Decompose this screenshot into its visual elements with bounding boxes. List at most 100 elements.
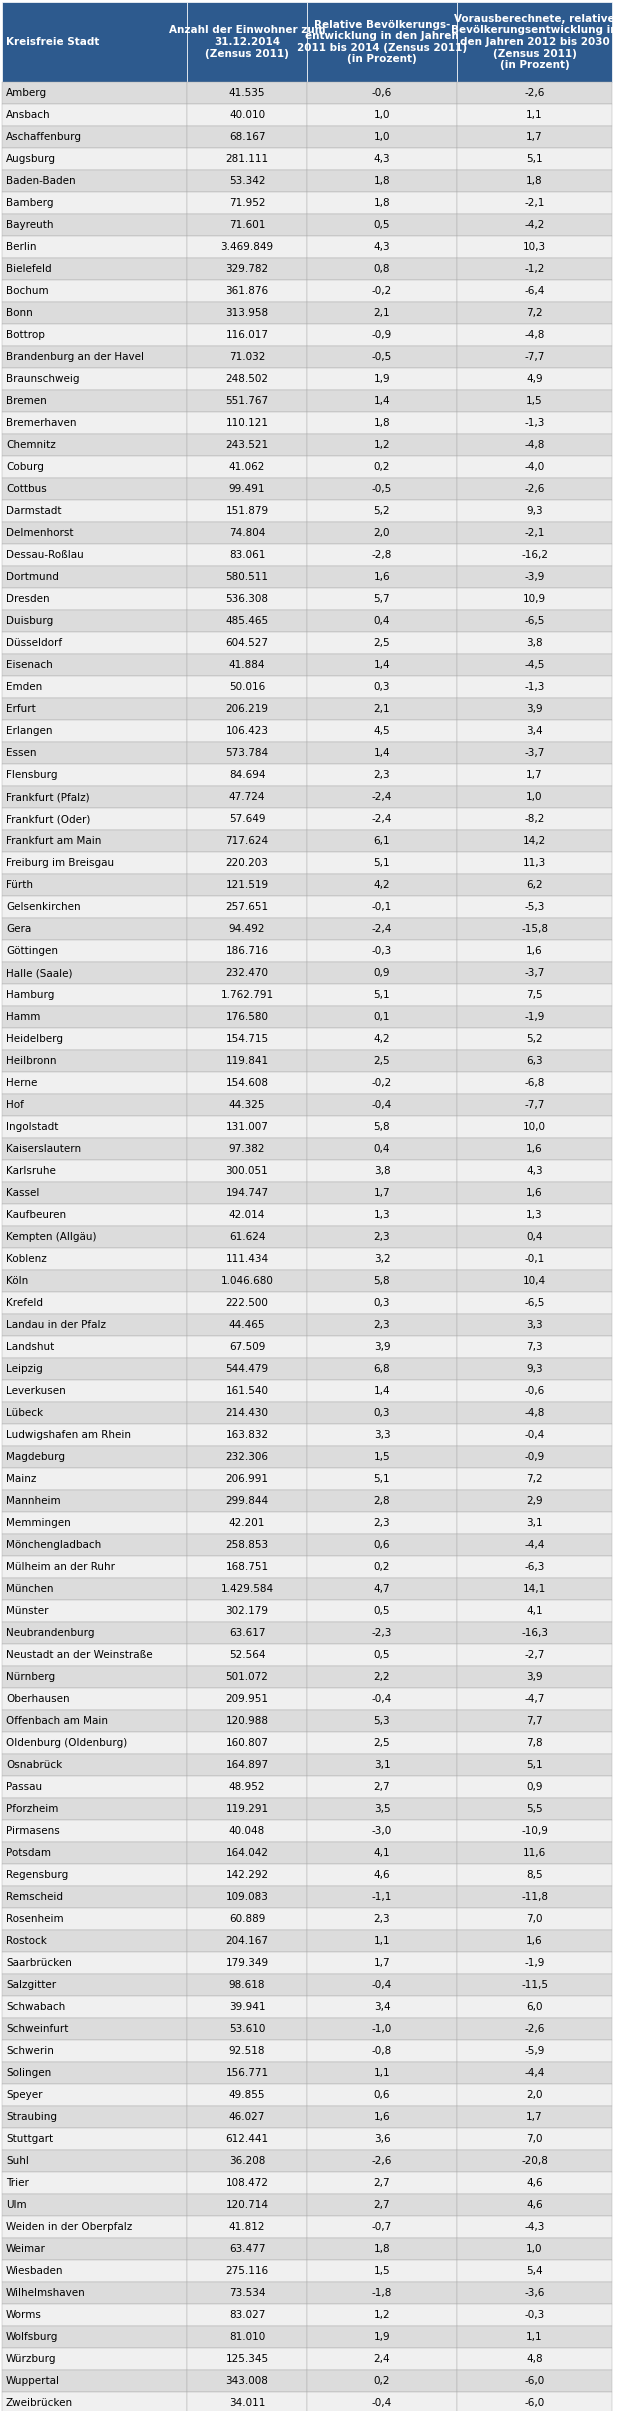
Bar: [307, 764, 457, 786]
Text: -1,8: -1,8: [372, 2288, 392, 2298]
Bar: [457, 456, 612, 477]
Bar: [307, 699, 457, 721]
Text: Krefeld: Krefeld: [6, 1297, 43, 1309]
Text: Vorausberechnete, relative
Bevölkerungsentwicklung in
den Jahren 2012 bis 2030
(: Vorausberechnete, relative Bevölkerungse…: [451, 14, 618, 70]
Bar: [307, 2061, 457, 2083]
Text: 1,2: 1,2: [374, 439, 390, 451]
Text: 99.491: 99.491: [229, 485, 265, 494]
Text: 42.201: 42.201: [229, 1519, 265, 1529]
Text: 14,2: 14,2: [523, 837, 546, 846]
Bar: [187, 1336, 307, 1357]
Bar: [2, 1490, 187, 1512]
Bar: [2, 2348, 187, 2370]
Text: 2,5: 2,5: [374, 639, 390, 649]
Text: -0,7: -0,7: [372, 2223, 392, 2233]
Bar: [2, 2305, 187, 2327]
Bar: [187, 1227, 307, 1249]
Bar: [307, 2392, 457, 2411]
Text: 5,1: 5,1: [374, 858, 390, 868]
Text: Darmstadt: Darmstadt: [6, 506, 61, 516]
Bar: [457, 786, 612, 808]
Text: 44.465: 44.465: [229, 1319, 265, 1331]
Text: 83.061: 83.061: [229, 550, 265, 559]
Text: 1,1: 1,1: [526, 111, 542, 121]
Text: 3,6: 3,6: [374, 2134, 390, 2143]
Bar: [187, 1777, 307, 1799]
Text: Dessau-Roßlau: Dessau-Roßlau: [6, 550, 84, 559]
Bar: [307, 1864, 457, 1885]
Text: 1,4: 1,4: [374, 747, 390, 757]
Text: 7,3: 7,3: [526, 1343, 542, 1353]
Text: 536.308: 536.308: [226, 593, 269, 605]
Text: 612.441: 612.441: [226, 2134, 269, 2143]
Text: -4,2: -4,2: [524, 219, 545, 229]
Bar: [307, 1731, 457, 1753]
Bar: [457, 1885, 612, 1907]
Bar: [187, 1357, 307, 1379]
Text: 74.804: 74.804: [229, 528, 265, 538]
Bar: [187, 1271, 307, 1292]
Bar: [2, 1379, 187, 1403]
Text: Ingolstadt: Ingolstadt: [6, 1121, 58, 1133]
Text: 1,0: 1,0: [374, 111, 390, 121]
Text: -0,9: -0,9: [372, 330, 392, 340]
Bar: [307, 632, 457, 653]
Bar: [2, 653, 187, 675]
Text: Dresden: Dresden: [6, 593, 49, 605]
Text: 7,2: 7,2: [526, 1473, 542, 1485]
Bar: [307, 1885, 457, 1907]
Bar: [2, 1953, 187, 1975]
Bar: [2, 280, 187, 301]
Text: 2,8: 2,8: [374, 1495, 390, 1507]
Bar: [187, 919, 307, 940]
Bar: [457, 1073, 612, 1095]
Text: 3,4: 3,4: [374, 2001, 390, 2013]
Bar: [187, 1842, 307, 1864]
Text: Herne: Herne: [6, 1078, 38, 1087]
Text: 4,6: 4,6: [374, 1871, 390, 1881]
Bar: [307, 2129, 457, 2151]
Bar: [187, 1601, 307, 1623]
Text: 120.988: 120.988: [226, 1717, 269, 1726]
Bar: [187, 1753, 307, 1777]
Bar: [187, 1203, 307, 1227]
Text: Cottbus: Cottbus: [6, 485, 47, 494]
Bar: [307, 1512, 457, 1533]
Bar: [187, 764, 307, 786]
Bar: [307, 2281, 457, 2305]
Bar: [457, 2216, 612, 2237]
Text: 5,3: 5,3: [374, 1717, 390, 1726]
Text: 61.624: 61.624: [229, 1232, 265, 1242]
Text: 1,0: 1,0: [526, 2245, 542, 2254]
Bar: [457, 1996, 612, 2018]
Text: Bremen: Bremen: [6, 395, 47, 405]
Bar: [457, 1357, 612, 1379]
Bar: [187, 743, 307, 764]
Text: 97.382: 97.382: [229, 1143, 265, 1155]
Text: 2,9: 2,9: [526, 1495, 542, 1507]
Bar: [2, 1336, 187, 1357]
Bar: [187, 1314, 307, 1336]
Bar: [457, 236, 612, 258]
Bar: [457, 545, 612, 567]
Text: Baden-Baden: Baden-Baden: [6, 176, 76, 186]
Text: -6,4: -6,4: [524, 287, 545, 297]
Bar: [307, 984, 457, 1005]
Bar: [307, 1447, 457, 1468]
Bar: [187, 2018, 307, 2040]
Bar: [457, 1864, 612, 1885]
Text: 0,5: 0,5: [374, 219, 390, 229]
Bar: [307, 1249, 457, 1271]
Text: Köln: Köln: [6, 1275, 28, 1285]
Bar: [2, 1709, 187, 1731]
Bar: [2, 1314, 187, 1336]
Bar: [307, 1929, 457, 1953]
Bar: [307, 1579, 457, 1601]
Bar: [457, 477, 612, 499]
Bar: [457, 1138, 612, 1160]
Bar: [2, 1777, 187, 1799]
Text: 232.306: 232.306: [226, 1451, 269, 1461]
Bar: [457, 764, 612, 786]
Bar: [2, 940, 187, 962]
Text: -15,8: -15,8: [521, 923, 548, 933]
